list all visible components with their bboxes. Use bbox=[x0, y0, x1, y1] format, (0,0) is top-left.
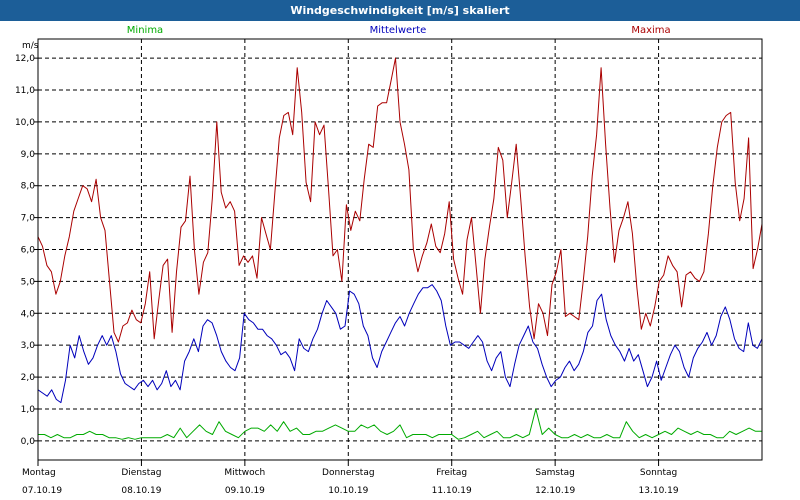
y-axis-label: m/s bbox=[22, 41, 39, 51]
y-tick-label: 11,0 bbox=[15, 86, 35, 96]
x-tick-day: Montag bbox=[22, 468, 56, 478]
y-tick-label: 8,0 bbox=[21, 182, 36, 192]
series-line-maxima bbox=[37, 57, 763, 343]
y-tick-label: 4,0 bbox=[21, 309, 36, 319]
x-tick-date: 13.10.19 bbox=[639, 486, 679, 496]
x-tick-date: 10.10.19 bbox=[328, 486, 368, 496]
y-tick-label: 7,0 bbox=[21, 214, 36, 224]
legend-maxima: Maxima bbox=[631, 25, 670, 36]
y-axis: 0,0 1,0 2,0 3,0 4,0 5,0 6,0 7,0 8,0 9,0 10,0 11,0 12… bbox=[15, 54, 38, 447]
y-tick-label: 3,0 bbox=[21, 341, 36, 351]
window-title: Windgeschwindigkeit [m/s] skaliert bbox=[0, 0, 800, 21]
y-tick-label: 0,0 bbox=[21, 437, 36, 447]
x-axis: Montag 07.10.19 Dienstag 08.10.19 Mittwoch 09… bbox=[22, 460, 679, 496]
y-tick-label: 12,0 bbox=[15, 54, 35, 64]
x-tick-date: 08.10.19 bbox=[121, 486, 161, 496]
x-tick-day: Dienstag bbox=[121, 468, 161, 478]
y-tick-label: 2,0 bbox=[21, 373, 36, 383]
x-tick-day: Samstag bbox=[535, 468, 574, 478]
x-tick-day: Donnerstag bbox=[322, 468, 375, 478]
x-tick-date: 07.10.19 bbox=[22, 486, 62, 496]
series-line-minima bbox=[38, 408, 762, 440]
y-tick-label: 6,0 bbox=[21, 246, 36, 256]
y-tick-label: 9,0 bbox=[21, 150, 36, 160]
chart: 0,0 1,0 2,0 3,0 4,0 5,0 6,0 7,0 8,0 9,0 10,0 11,0 12… bbox=[15, 25, 763, 496]
grid bbox=[38, 39, 762, 460]
x-tick-day: Sonntag bbox=[640, 468, 677, 478]
legend-mittelwerte: Mittelwerte bbox=[370, 25, 427, 36]
x-tick-day: Freitag bbox=[436, 468, 467, 478]
y-tick-label: 10,0 bbox=[15, 118, 35, 128]
y-tick-label: 5,0 bbox=[21, 277, 36, 287]
series-layer bbox=[37, 57, 763, 440]
x-tick-date: 09.10.19 bbox=[225, 486, 265, 496]
x-tick-date: 11.10.19 bbox=[432, 486, 472, 496]
legend-minima: Minima bbox=[127, 25, 163, 36]
series-line-mittelwerte bbox=[37, 284, 763, 404]
x-tick-date: 12.10.19 bbox=[535, 486, 575, 496]
x-tick-day: Mittwoch bbox=[224, 468, 265, 478]
y-tick-label: 1,0 bbox=[21, 405, 36, 415]
